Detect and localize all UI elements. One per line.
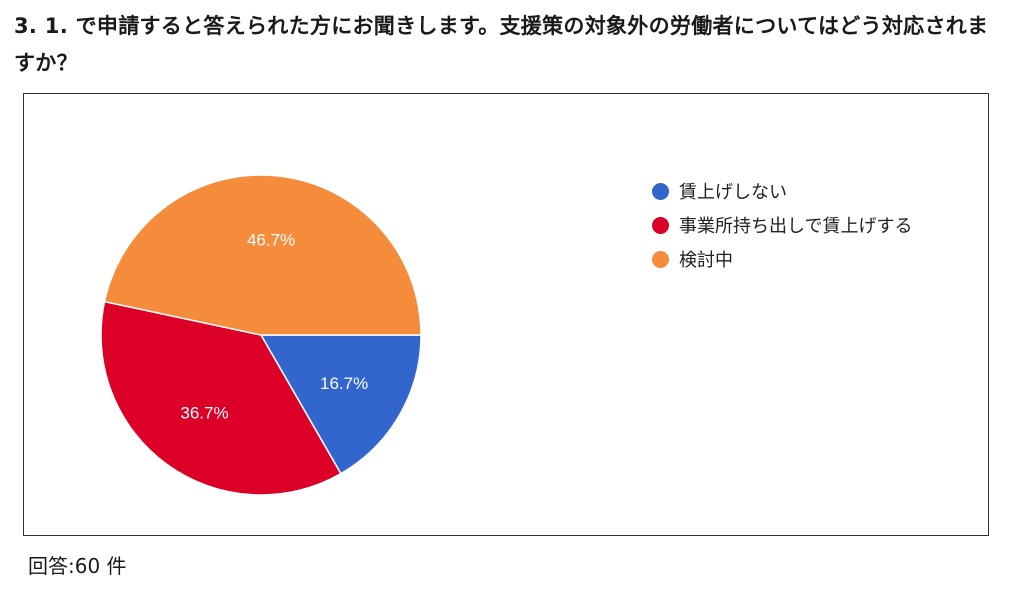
legend-item-raise-self-funded: 事業所持ち出しで賃上げする	[652, 208, 912, 242]
chart-legend: 賃上げしない 事業所持ち出しで賃上げする 検討中	[652, 174, 912, 276]
pie-label-no-raise: 16.7%	[320, 374, 368, 393]
pie-chart: 16.7% 36.7% 46.7%	[100, 174, 422, 496]
chart-panel: 16.7% 36.7% 46.7% 賃上げしない 事業所持ち出しで賃上げする 検討中	[23, 93, 989, 536]
legend-item-considering: 検討中	[652, 242, 912, 276]
legend-item-no-raise: 賃上げしない	[652, 174, 912, 208]
legend-swatch-considering	[652, 250, 669, 268]
legend-label-raise-self-funded: 事業所持ち出しで賃上げする	[679, 216, 913, 237]
response-count: 回答:60 件	[28, 554, 127, 578]
pie-label-considering: 46.7%	[247, 231, 295, 250]
pie-slice-considering	[103, 174, 422, 336]
legend-swatch-raise-self-funded	[652, 216, 669, 234]
pie-slice-raise-self-funded	[100, 300, 342, 496]
legend-swatch-no-raise	[652, 182, 669, 200]
question-title: 3. 1. で申請すると答えられた方にお聞きします。支援策の対象外の労働者につい…	[14, 14, 989, 75]
legend-label-considering: 検討中	[679, 250, 733, 271]
pie-label-raise-self-funded: 36.7%	[180, 404, 228, 423]
pie-slice-no-raise	[259, 334, 422, 475]
legend-label-no-raise: 賃上げしない	[679, 182, 787, 203]
